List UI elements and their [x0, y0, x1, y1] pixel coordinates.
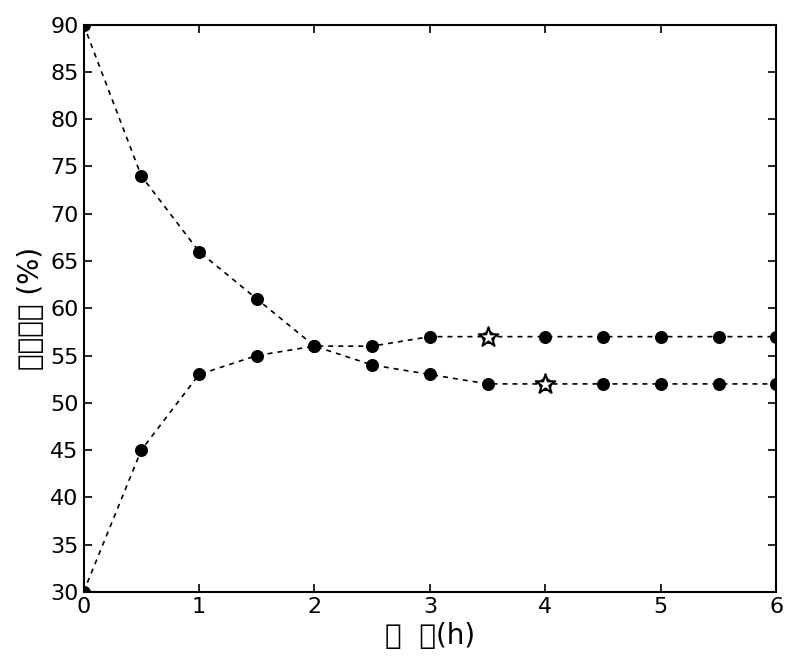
Point [597, 331, 610, 342]
Point [250, 293, 263, 304]
Y-axis label: 相对湿度 (%): 相对湿度 (%) [17, 247, 45, 370]
Point [366, 341, 378, 352]
Point [482, 331, 494, 342]
Point [654, 379, 667, 390]
Point [482, 379, 494, 390]
Point [250, 350, 263, 361]
Point [423, 331, 436, 342]
Point [366, 360, 378, 370]
Point [539, 331, 552, 342]
Point [712, 379, 725, 390]
Point [135, 171, 148, 181]
Point [770, 331, 782, 342]
Point [135, 445, 148, 456]
Point [77, 19, 90, 30]
Point [482, 331, 494, 342]
Point [712, 331, 725, 342]
Point [423, 369, 436, 380]
Point [539, 379, 552, 390]
Point [308, 341, 321, 352]
Point [597, 379, 610, 390]
Point [193, 369, 206, 380]
Point [539, 379, 552, 390]
Point [193, 246, 206, 257]
Point [770, 379, 782, 390]
Point [308, 341, 321, 352]
Point [654, 331, 667, 342]
X-axis label: 时  间(h): 时 间(h) [385, 622, 475, 650]
Point [77, 586, 90, 597]
